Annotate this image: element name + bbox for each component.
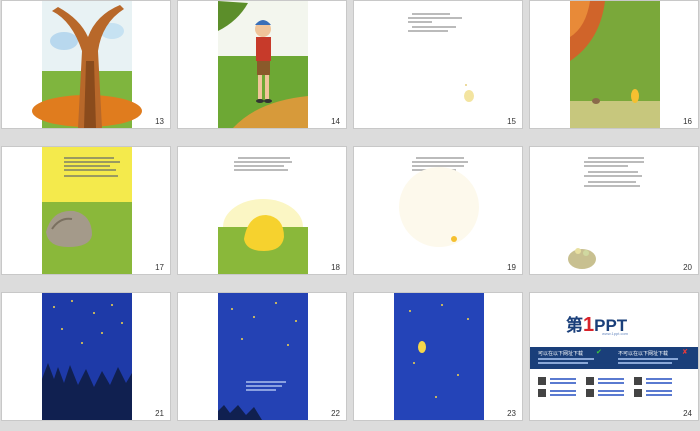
slide-number: 23	[507, 409, 516, 418]
disallowed-heading: 不可以在以下网址下载	[618, 351, 669, 357]
flowers-illustration	[568, 248, 596, 269]
slide-number: 20	[683, 263, 692, 272]
stone-illustration	[464, 84, 474, 102]
slide-thumbnail-21[interactable]: 21	[2, 293, 170, 420]
slide-number: 21	[155, 409, 164, 418]
slide-thumbnail-23[interactable]: 23	[354, 293, 522, 420]
slide-thumbnail-16[interactable]: 16	[530, 1, 698, 128]
slide-thumbnail-14[interactable]: 14	[178, 1, 346, 128]
slide-number: 17	[155, 263, 164, 272]
slide-number: 22	[331, 409, 340, 418]
slide-thumbnail-13[interactable]: 13	[2, 1, 170, 128]
logo-ppt: PPT	[594, 316, 628, 335]
logo-first: 第	[566, 316, 583, 335]
cross-icon: ✘	[682, 349, 688, 356]
tree-illustration	[32, 1, 142, 128]
slide-thumbnail-19[interactable]: 19	[354, 147, 522, 274]
brand-logo: 第 1 PPT	[566, 311, 627, 337]
small-stone-illustration	[399, 167, 479, 247]
grass-stone-illustration	[570, 1, 660, 128]
slide-thumbnail-17[interactable]: 17	[2, 147, 170, 274]
night-stone-illustration	[394, 293, 484, 420]
slide-thumbnail-22[interactable]: 22	[178, 293, 346, 420]
slide-number: 18	[331, 263, 340, 272]
logo-one: 1	[583, 314, 595, 336]
allowed-heading: 可以在以下网址下载	[538, 351, 584, 357]
night-sky-illustration	[218, 293, 308, 420]
check-icon: ✔	[596, 349, 602, 356]
slide-number: 14	[331, 117, 340, 126]
slide-thumbnail-18[interactable]: 18	[178, 147, 346, 274]
rock-field-illustration	[42, 147, 132, 274]
boy-illustration	[218, 1, 308, 128]
slide-number: 24	[683, 409, 692, 418]
brand-subtitle: www.1ppt.com	[602, 331, 629, 336]
slide-number: 13	[155, 117, 164, 126]
slide-thumbnail-20[interactable]: 20	[530, 147, 698, 274]
slide-thumbnail-15[interactable]: 15	[354, 1, 522, 128]
slide-number: 16	[683, 117, 692, 126]
slide-number: 15	[507, 117, 516, 126]
night-forest-illustration	[42, 293, 132, 420]
slide-thumbnail-24[interactable]: 第 1 PPT www.1ppt.com 可以在以下网址下载 ✔ 不可以在以下网…	[530, 293, 698, 420]
slide-number: 19	[507, 263, 516, 272]
glowing-stone-illustration	[218, 199, 308, 274]
info-banner: 可以在以下网址下载 ✔ 不可以在以下网址下载 ✘	[530, 347, 698, 369]
